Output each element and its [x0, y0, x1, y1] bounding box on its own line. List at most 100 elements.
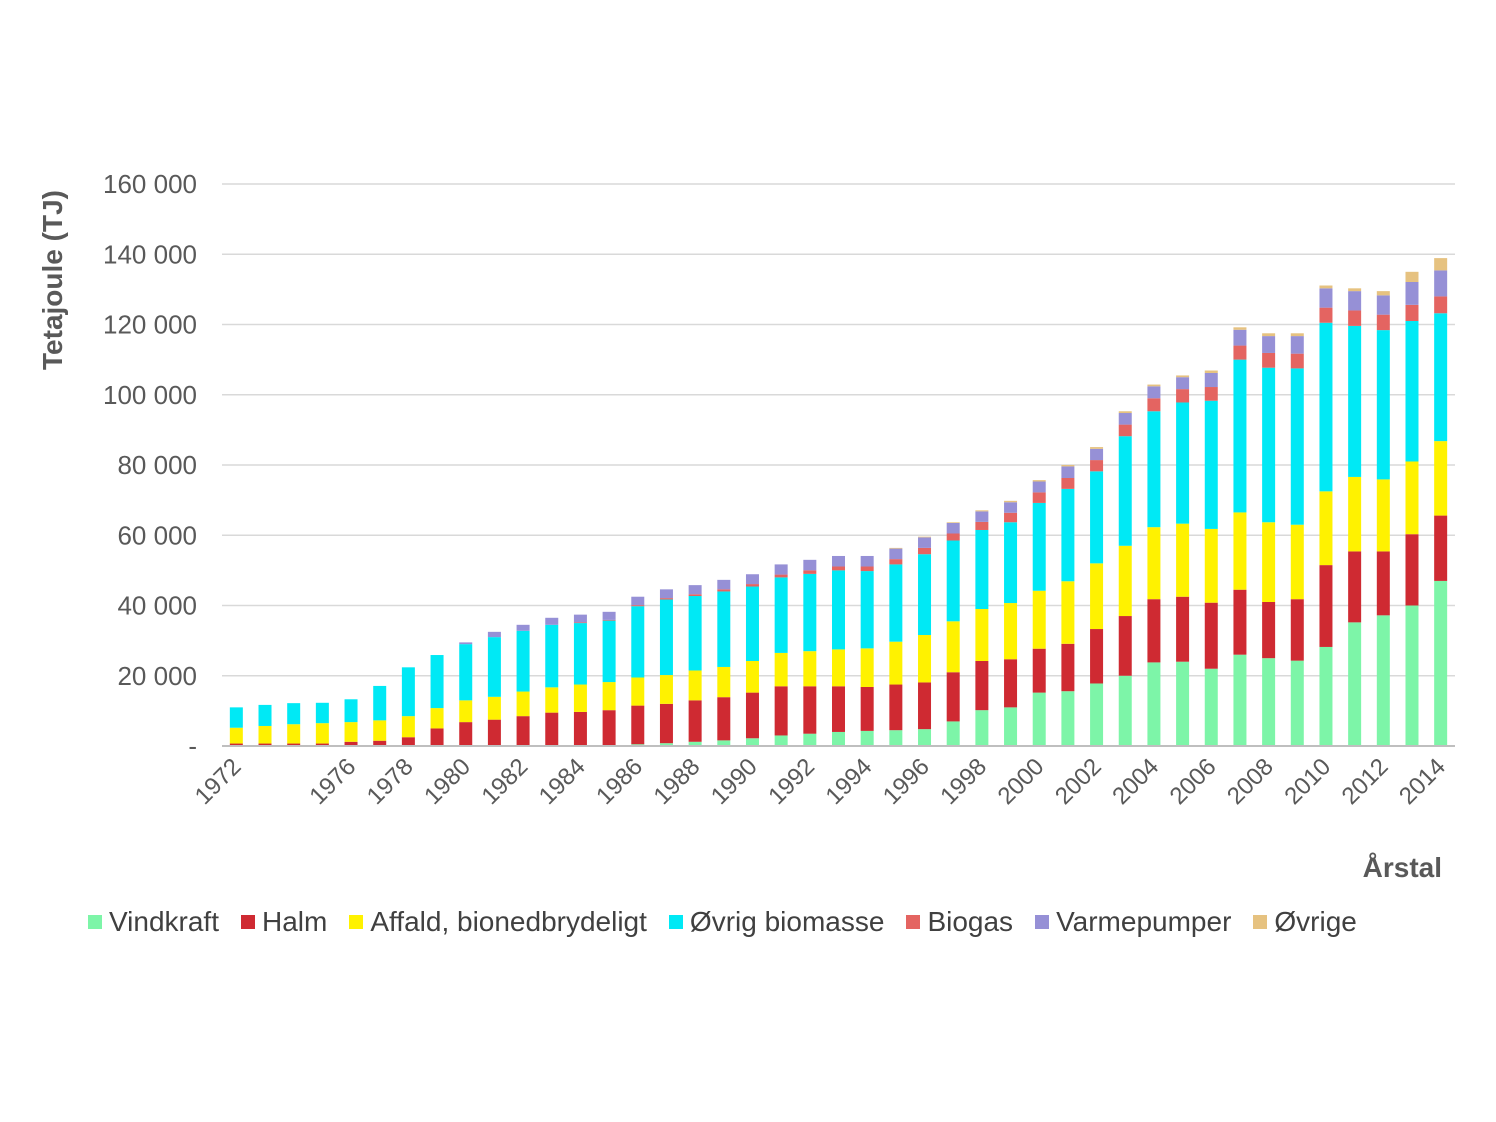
bars	[229, 258, 1448, 746]
bar-segment	[229, 707, 243, 728]
bar-segment	[545, 687, 559, 713]
bar-segment	[860, 686, 874, 731]
bar-segment	[1147, 398, 1161, 412]
bar-segment	[401, 667, 415, 717]
y-tick-label: 140 000	[103, 239, 197, 269]
x-tick-label: 1986	[591, 753, 648, 810]
bar-segment	[688, 585, 702, 595]
x-tick-label: 2010	[1279, 753, 1336, 810]
bar-segment	[1233, 345, 1247, 360]
bar-segment	[1176, 389, 1190, 403]
bar-segment	[1405, 605, 1419, 746]
bar-segment	[287, 743, 301, 746]
bar-segment	[430, 708, 444, 729]
bar-segment	[1233, 327, 1247, 330]
bar-segment	[1348, 476, 1362, 552]
bar-segment	[774, 735, 788, 746]
bar-segment	[803, 686, 817, 734]
bar-segment	[1290, 336, 1304, 354]
bar-segment	[344, 722, 358, 742]
bar-segment	[1262, 522, 1276, 602]
bar-segment	[602, 620, 616, 683]
bar-segment	[373, 740, 387, 746]
bar-segment	[1348, 622, 1362, 746]
bar-segment	[745, 586, 759, 661]
bar-segment	[459, 642, 473, 645]
bar-segment	[602, 619, 616, 621]
bar-segment	[1405, 461, 1419, 535]
bar-segment	[659, 743, 673, 746]
bar-segment	[1290, 333, 1304, 337]
bar-segment	[717, 589, 731, 592]
legend-swatch	[1035, 915, 1050, 929]
bar-segment	[631, 606, 645, 678]
legend-swatch	[906, 915, 921, 929]
bar-segment	[774, 574, 788, 578]
x-tick-label: 1984	[534, 753, 591, 810]
bar-segment	[631, 605, 645, 607]
bar-segment	[1405, 281, 1419, 305]
legend-swatch	[241, 915, 255, 929]
legend-item: Øvrig biomasse	[668, 906, 884, 938]
bar-segment	[1376, 615, 1390, 746]
bar-segment	[774, 686, 788, 736]
bar-segment	[1004, 659, 1018, 708]
bar-segment	[1434, 313, 1448, 442]
y-tick-label: 80 000	[117, 450, 197, 480]
bar-segment	[1319, 646, 1333, 746]
y-tick-label: 20 000	[117, 661, 197, 691]
bar-segment	[860, 571, 874, 649]
bar-segment	[1032, 590, 1046, 649]
bar-segment	[889, 564, 903, 642]
bar-segment	[1061, 643, 1075, 692]
x-tick-label: 2002	[1050, 753, 1107, 810]
bar-segment	[832, 570, 845, 650]
bar-segment	[832, 566, 845, 571]
legend: Vindkraft Halm Affald, bionedbrydeligt Øvri…	[88, 906, 1379, 938]
bar-segment	[918, 547, 932, 555]
bar-segment	[745, 574, 759, 585]
bar-segment	[516, 624, 530, 631]
bar-segment	[258, 743, 272, 746]
bar-segment	[1319, 322, 1333, 492]
bar-segment	[1118, 413, 1132, 425]
bar-segment	[373, 720, 387, 741]
x-tick-label: 2004	[1107, 753, 1164, 810]
legend-swatch	[1253, 915, 1268, 929]
bar-segment	[1090, 447, 1104, 449]
x-tick-label: 2000	[993, 753, 1050, 810]
bar-segment	[774, 652, 788, 687]
bar-segment	[889, 559, 903, 565]
bar-segment	[1204, 400, 1218, 529]
bar-segment	[659, 598, 673, 600]
bar-segment	[1233, 589, 1247, 655]
bar-segment	[573, 623, 587, 685]
legend-label: Affald, bionedbrydeligt	[370, 906, 647, 937]
x-tick-label: 1994	[821, 753, 878, 810]
bar-segment	[946, 522, 960, 523]
bar-segment	[745, 660, 759, 693]
bar-segment	[889, 730, 903, 746]
bar-segment	[803, 559, 817, 571]
bar-segment	[1118, 436, 1132, 546]
bar-segment	[1118, 411, 1132, 414]
bar-segment	[430, 728, 444, 746]
bar-segment	[1434, 270, 1448, 297]
bar-segment	[659, 675, 673, 704]
legend-item: Vindkraft	[88, 906, 219, 938]
bar-segment	[1319, 491, 1333, 566]
bar-segment	[1032, 481, 1046, 493]
bar-segment	[717, 740, 731, 746]
bar-segment	[1204, 370, 1218, 373]
bar-segment	[401, 737, 415, 746]
legend-label: Øvrige	[1274, 906, 1357, 937]
bar-segment	[401, 716, 415, 738]
x-tick-label: 2006	[1165, 753, 1222, 810]
bar-segment	[1376, 314, 1390, 331]
bar-segment	[430, 655, 444, 709]
x-tick-label: 1996	[878, 753, 935, 810]
bar-segment	[1348, 325, 1362, 477]
bar-segment	[1434, 296, 1448, 314]
bar-segment	[1376, 479, 1390, 552]
